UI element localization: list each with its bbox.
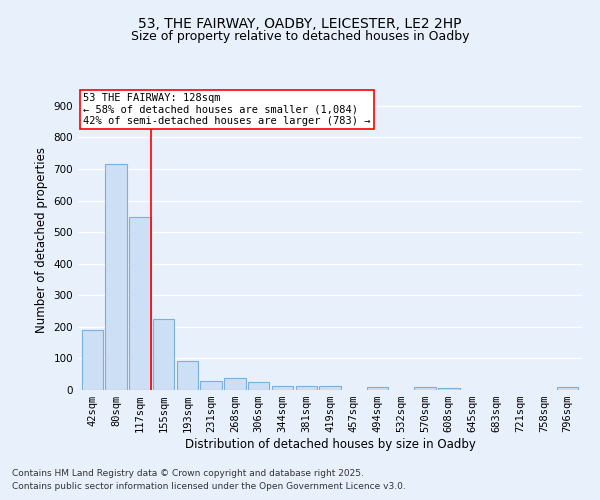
Text: Contains public sector information licensed under the Open Government Licence v3: Contains public sector information licen… (12, 482, 406, 491)
Bar (176, 361, 198, 390)
Text: 53 THE FAIRWAY: 128sqm
← 58% of detached houses are smaller (1,084)
42% of semi-: 53 THE FAIRWAY: 128sqm ← 58% of detached… (83, 93, 371, 126)
Bar (200, 382, 222, 390)
Bar (557, 387, 578, 390)
Bar (248, 382, 269, 390)
Bar (415, 387, 436, 390)
Bar (296, 386, 317, 390)
Bar (106, 164, 127, 390)
Bar (272, 386, 293, 390)
Y-axis label: Number of detached properties: Number of detached properties (35, 147, 48, 333)
Bar (153, 319, 174, 390)
Bar (224, 378, 245, 390)
Bar (82, 330, 103, 390)
Text: 53, THE FAIRWAY, OADBY, LEICESTER, LE2 2HP: 53, THE FAIRWAY, OADBY, LEICESTER, LE2 2… (138, 18, 462, 32)
Text: Contains HM Land Registry data © Crown copyright and database right 2025.: Contains HM Land Registry data © Crown c… (12, 468, 364, 477)
Bar (129, 217, 151, 390)
Text: Size of property relative to detached houses in Oadby: Size of property relative to detached ho… (131, 30, 469, 43)
Bar (367, 387, 388, 390)
Bar (319, 386, 341, 390)
Bar (438, 388, 460, 390)
X-axis label: Distribution of detached houses by size in Oadby: Distribution of detached houses by size … (185, 438, 475, 451)
